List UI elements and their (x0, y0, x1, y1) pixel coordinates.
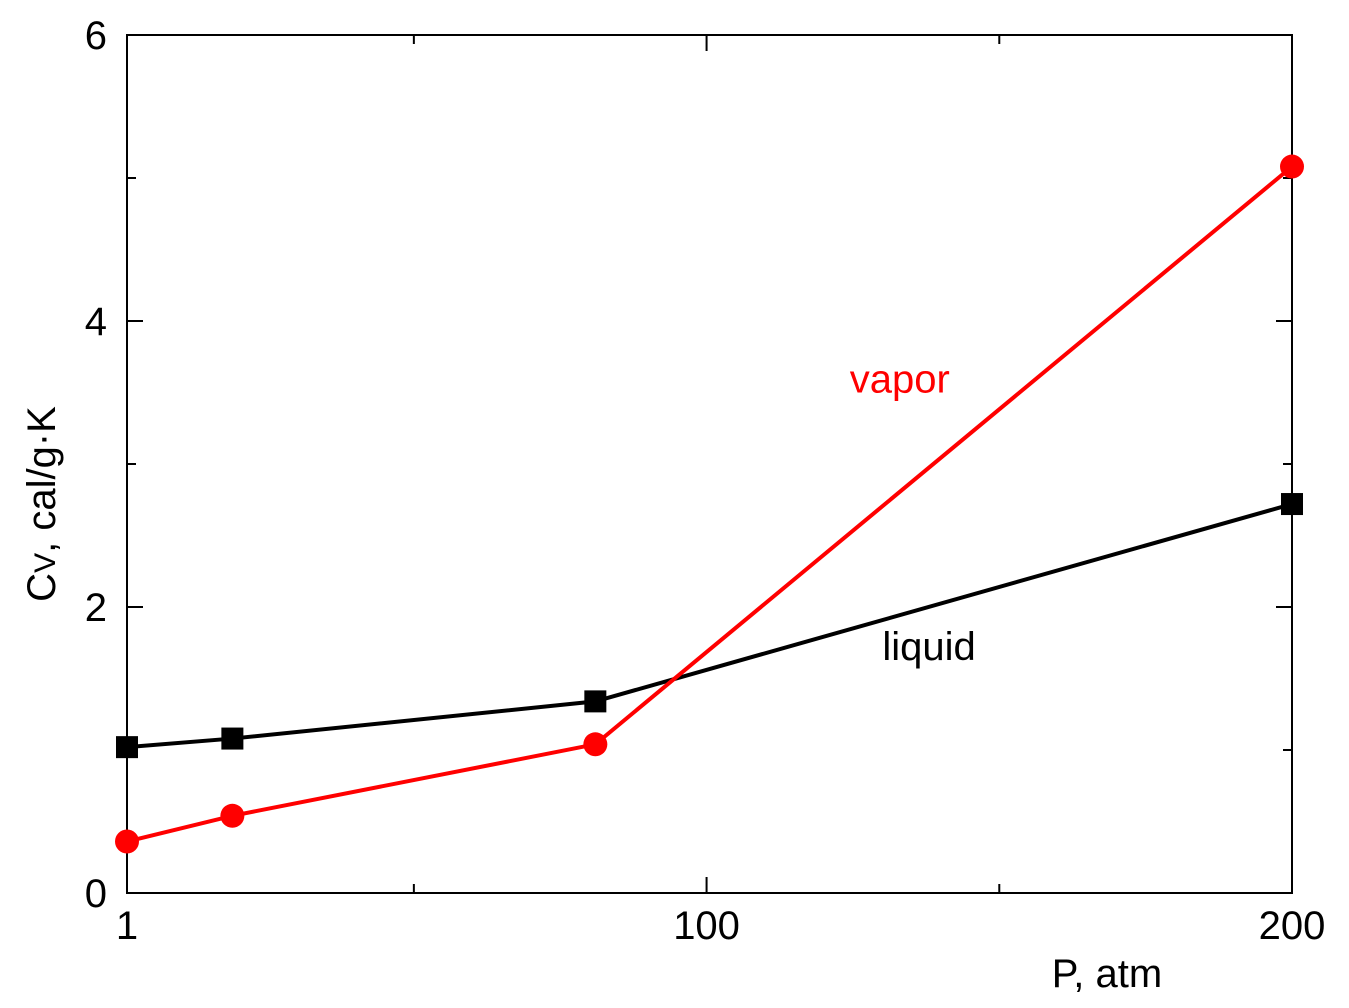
series-line-vapor (126, 165, 1294, 844)
x-axis-title: P, atm (1052, 952, 1162, 996)
annotation-vapor: vapor (850, 358, 950, 402)
x-tick-label: 1 (116, 904, 138, 948)
data-point-vapor (220, 803, 245, 828)
y-axis-title-main: C (20, 573, 64, 602)
series-line-liquid (126, 502, 1293, 750)
data-point-vapor (1280, 154, 1304, 179)
x-tick-label: 100 (673, 904, 740, 948)
y-tick-label: 4 (85, 300, 107, 344)
y-tick-label: 0 (85, 872, 107, 916)
y-axis-title-rest: , cal/g·K (20, 406, 64, 553)
data-point-liquid (1281, 493, 1303, 516)
data-point-liquid (116, 736, 138, 759)
data-point-liquid (221, 727, 244, 750)
data-point-liquid (584, 690, 607, 713)
y-axis-title-sub: V (29, 553, 62, 573)
data-point-vapor (583, 732, 608, 757)
annotation-liquid: liquid (882, 625, 975, 669)
data-point-vapor (115, 829, 139, 854)
x-tick-label: 200 (1259, 904, 1326, 948)
axes (126, 34, 1293, 894)
y-tick-label: 2 (85, 586, 107, 630)
labels: P, atm CV, cal/g·K vapor liquid (20, 358, 1162, 997)
ticks: 1 100 200 0 2 4 6 (85, 14, 1326, 948)
series (115, 154, 1304, 854)
y-axis-title: CV, cal/g·K (20, 406, 64, 602)
plot-frame (126, 34, 1293, 894)
y-tick-label: 6 (85, 14, 107, 58)
